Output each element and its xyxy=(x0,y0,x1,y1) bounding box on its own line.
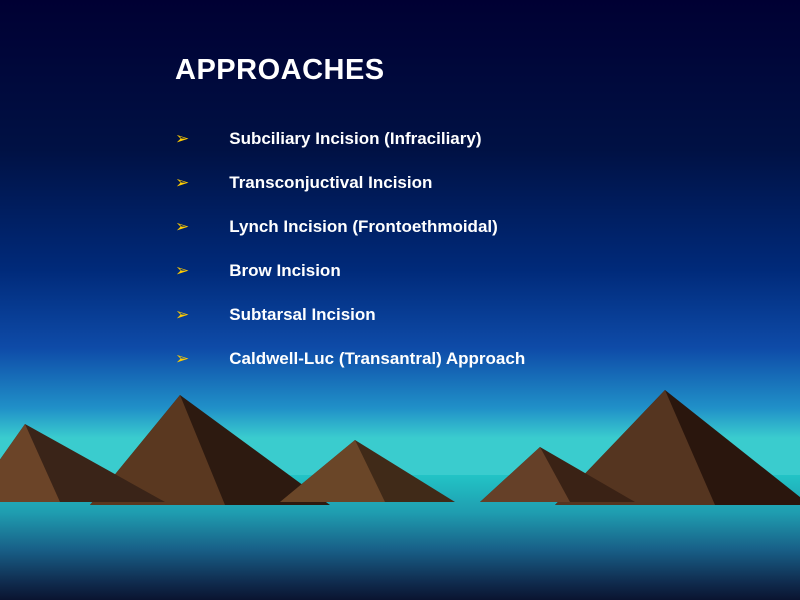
item-text: Subciliary Incision (Infraciliary) xyxy=(229,129,481,149)
mountain-highlight xyxy=(0,424,60,502)
item-text: Transconjuctival Incision xyxy=(229,173,432,193)
bullet-icon: ➢ xyxy=(175,217,189,237)
mountain-highlight xyxy=(280,440,385,502)
mountain-highlight xyxy=(480,447,570,502)
bullet-icon: ➢ xyxy=(175,349,189,369)
list-item: ➢ Transconjuctival Incision xyxy=(175,173,740,193)
bullet-icon: ➢ xyxy=(175,261,189,281)
item-text: Lynch Incision (Frontoethmoidal) xyxy=(229,217,498,237)
list-item: ➢ Subtarsal Incision xyxy=(175,305,740,325)
item-text: Subtarsal Incision xyxy=(229,305,375,325)
list-item: ➢ Lynch Incision (Frontoethmoidal) xyxy=(175,217,740,237)
item-text: Caldwell-Luc (Transantral) Approach xyxy=(229,349,525,369)
approach-list: ➢ Subciliary Incision (Infraciliary) ➢ T… xyxy=(175,129,740,369)
bullet-icon: ➢ xyxy=(175,173,189,193)
list-item: ➢ Subciliary Incision (Infraciliary) xyxy=(175,129,740,149)
list-item: ➢ Caldwell-Luc (Transantral) Approach xyxy=(175,349,740,369)
list-item: ➢ Brow Incision xyxy=(175,261,740,281)
bullet-icon: ➢ xyxy=(175,129,189,149)
item-text: Brow Incision xyxy=(229,261,340,281)
slide-title: APPROACHES xyxy=(175,54,740,87)
slide-content: APPROACHES ➢ Subciliary Incision (Infrac… xyxy=(175,54,740,393)
bullet-icon: ➢ xyxy=(175,305,189,325)
